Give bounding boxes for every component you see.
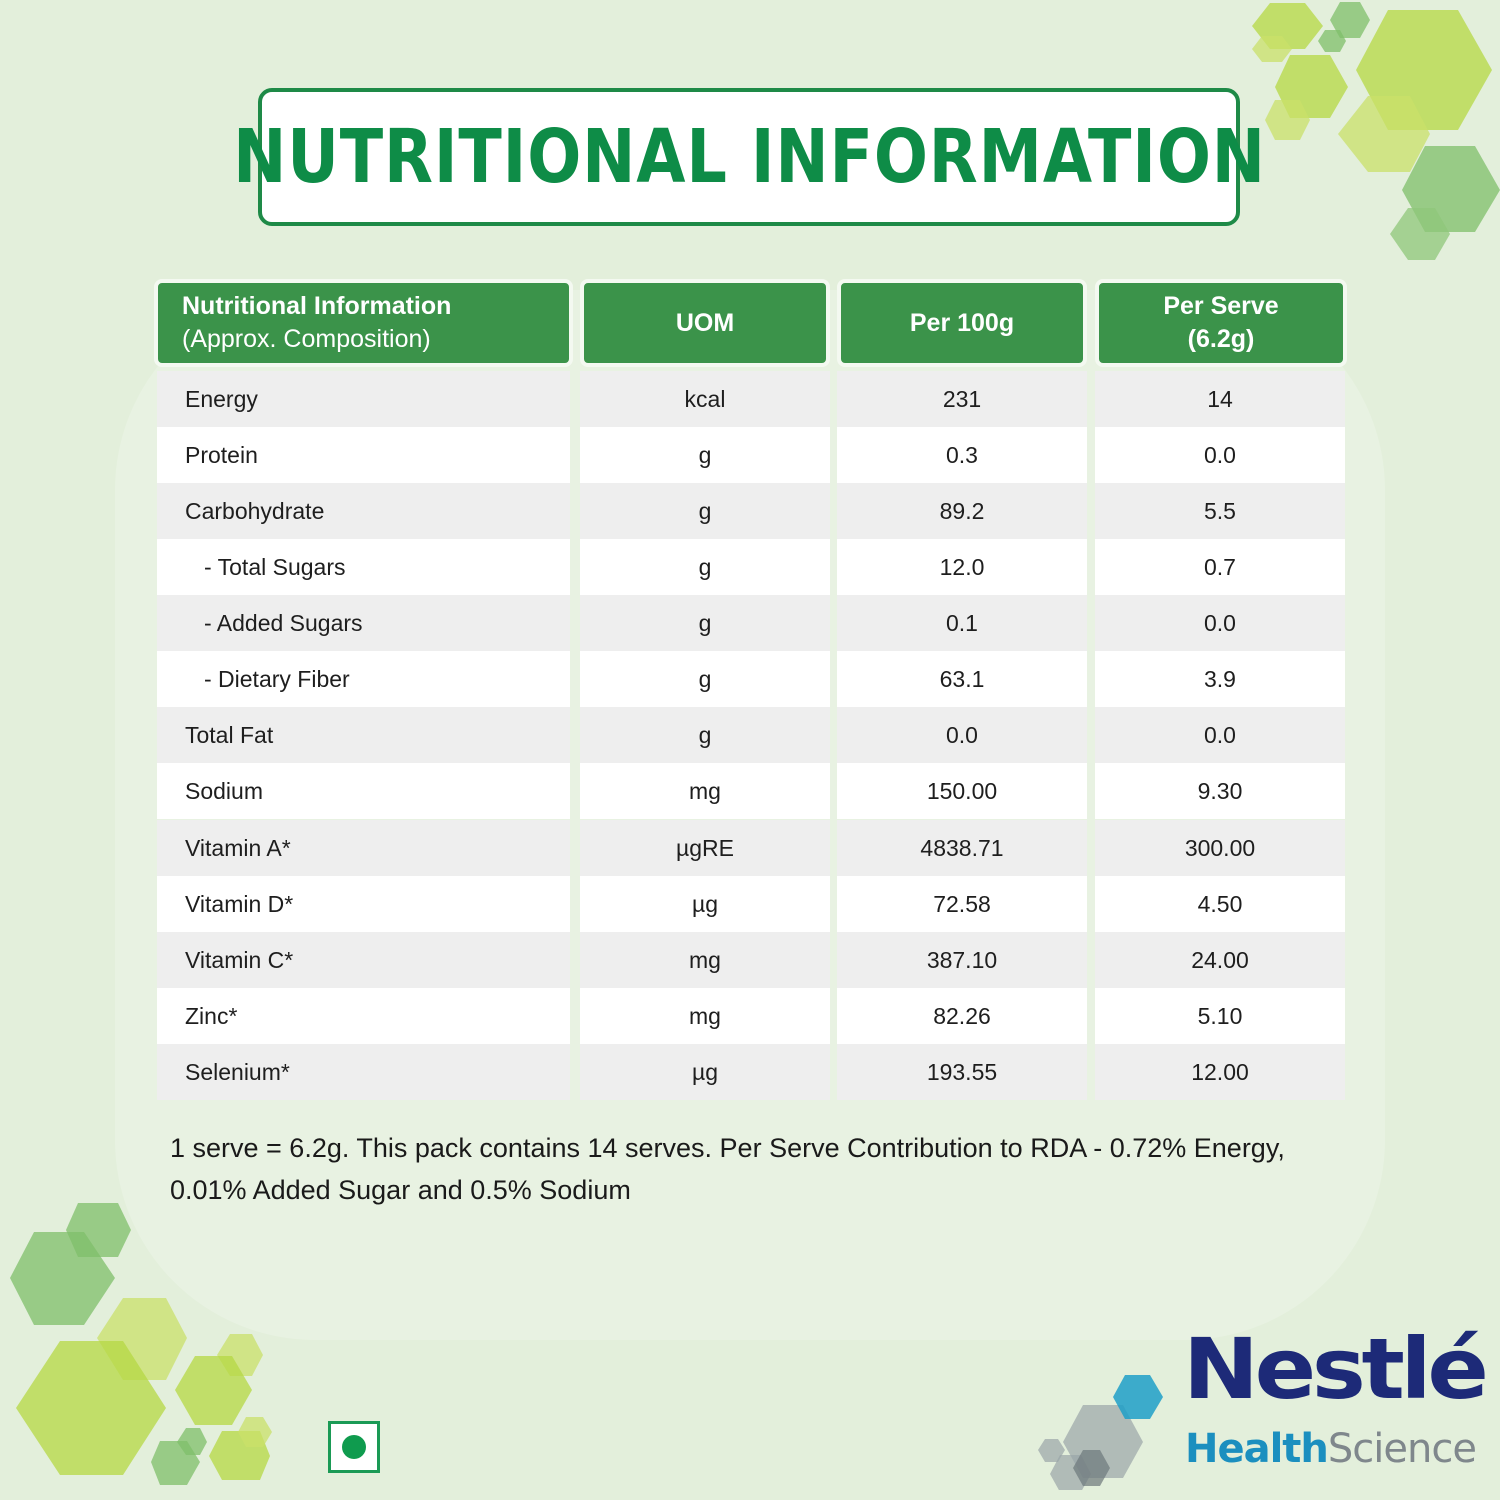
uom-value: g	[580, 707, 830, 763]
nutrient-name: Vitamin D*	[157, 876, 570, 932]
per-serve-value: 24.00	[1095, 932, 1345, 988]
uom-value: g	[580, 483, 830, 539]
per-100g-value: 0.1	[837, 595, 1087, 651]
footnote-line-1: 1 serve = 6.2g. This pack contains 14 se…	[170, 1133, 1285, 1163]
per-serve-value: 3.9	[1095, 651, 1345, 707]
per-100g-value: 72.58	[837, 876, 1087, 932]
uom-value: µg	[580, 876, 830, 932]
header-nutrient: Nutritional Information (Approx. Composi…	[154, 279, 573, 367]
header-per-serve: Per Serve (6.2g)	[1095, 279, 1347, 367]
hexagon-cluster-bottom-left-icon	[10, 1203, 272, 1485]
logo-science-text: Science	[1327, 1426, 1477, 1472]
nutrient-name: - Total Sugars	[157, 539, 570, 595]
header-per-100g: Per 100g	[837, 279, 1087, 367]
nutrient-name: - Added Sugars	[157, 595, 570, 651]
nutrient-name: - Dietary Fiber	[157, 651, 570, 707]
uom-value: g	[580, 539, 830, 595]
per-100g-value: 387.10	[837, 932, 1087, 988]
per-100g-value: 0.0	[837, 707, 1087, 763]
logo-health-text: Health	[1185, 1426, 1329, 1472]
uom-value: mg	[580, 932, 830, 988]
per-serve-value: 4.50	[1095, 876, 1345, 932]
per-100g-value: 4838.71	[837, 820, 1087, 876]
nestle-health-science-logo: Nestlé HealthScience	[1025, 1320, 1489, 1490]
nutrient-name: Sodium	[157, 763, 570, 819]
per-100g-value: 193.55	[837, 1044, 1087, 1100]
per-serve-value: 0.0	[1095, 427, 1345, 483]
vegetarian-dot-icon	[342, 1435, 366, 1459]
nutrient-name: Total Fat	[157, 707, 570, 763]
uom-value: kcal	[580, 371, 830, 427]
header-per-serve-label: Per Serve	[1163, 292, 1279, 320]
per-serve-value: 5.5	[1095, 483, 1345, 539]
per-serve-value: 12.00	[1095, 1044, 1345, 1100]
header-uom: UOM	[580, 279, 830, 367]
per-serve-value: 14	[1095, 371, 1345, 427]
per-100g-value: 89.2	[837, 483, 1087, 539]
nutrient-name: Zinc*	[157, 988, 570, 1044]
nutrient-name: Protein	[157, 427, 570, 483]
header-uom-label: UOM	[675, 308, 735, 337]
logo-subtitle: HealthScience	[1185, 1426, 1477, 1472]
nutrient-name: Energy	[157, 371, 570, 427]
per-100g-value: 231	[837, 371, 1087, 427]
header-per-100g-label: Per 100g	[909, 308, 1015, 337]
title-banner: NUTRITIONAL INFORMATION	[233, 88, 1265, 226]
uom-value: µg	[580, 1044, 830, 1100]
per-100g-value: 12.0	[837, 539, 1087, 595]
footnote-line-2: 0.01% Added Sugar and 0.5% Sodium	[170, 1175, 631, 1205]
logo-brand-text: Nestlé	[1183, 1320, 1489, 1418]
per-serve-value: 9.30	[1095, 763, 1345, 819]
uom-value: g	[580, 651, 830, 707]
per-100g-value: 150.00	[837, 763, 1087, 819]
per-100g-value: 82.26	[837, 988, 1087, 1044]
logo-hexagon-icon	[1038, 1375, 1163, 1490]
uom-value: g	[580, 427, 830, 483]
uom-value: g	[580, 595, 830, 651]
vegetarian-mark-icon	[328, 1421, 380, 1473]
per-serve-value: 5.10	[1095, 988, 1345, 1044]
uom-value: mg	[580, 988, 830, 1044]
per-100g-value: 63.1	[837, 651, 1087, 707]
footnote: 1 serve = 6.2g. This pack contains 14 se…	[170, 1127, 1350, 1211]
per-serve-value: 0.7	[1095, 539, 1345, 595]
header-per-serve-size: (6.2g)	[1187, 325, 1255, 353]
header-nutrient-title: Nutritional Information	[182, 292, 452, 320]
uom-value: mg	[580, 763, 830, 819]
per-serve-value: 300.00	[1095, 820, 1345, 876]
nutrient-name: Selenium*	[157, 1044, 570, 1100]
per-100g-value: 0.3	[837, 427, 1087, 483]
uom-value: µgRE	[580, 820, 830, 876]
nutrient-name: Vitamin C*	[157, 932, 570, 988]
nutrient-name: Carbohydrate	[157, 483, 570, 539]
hexagon-cluster-top-right-icon	[1252, 2, 1500, 260]
per-serve-value: 0.0	[1095, 595, 1345, 651]
header-nutrient-subtitle: (Approx. Composition)	[182, 325, 431, 353]
page-title: NUTRITIONAL INFORMATION	[232, 114, 1266, 200]
nutrient-name: Vitamin A*	[157, 820, 570, 876]
per-serve-value: 0.0	[1095, 707, 1345, 763]
